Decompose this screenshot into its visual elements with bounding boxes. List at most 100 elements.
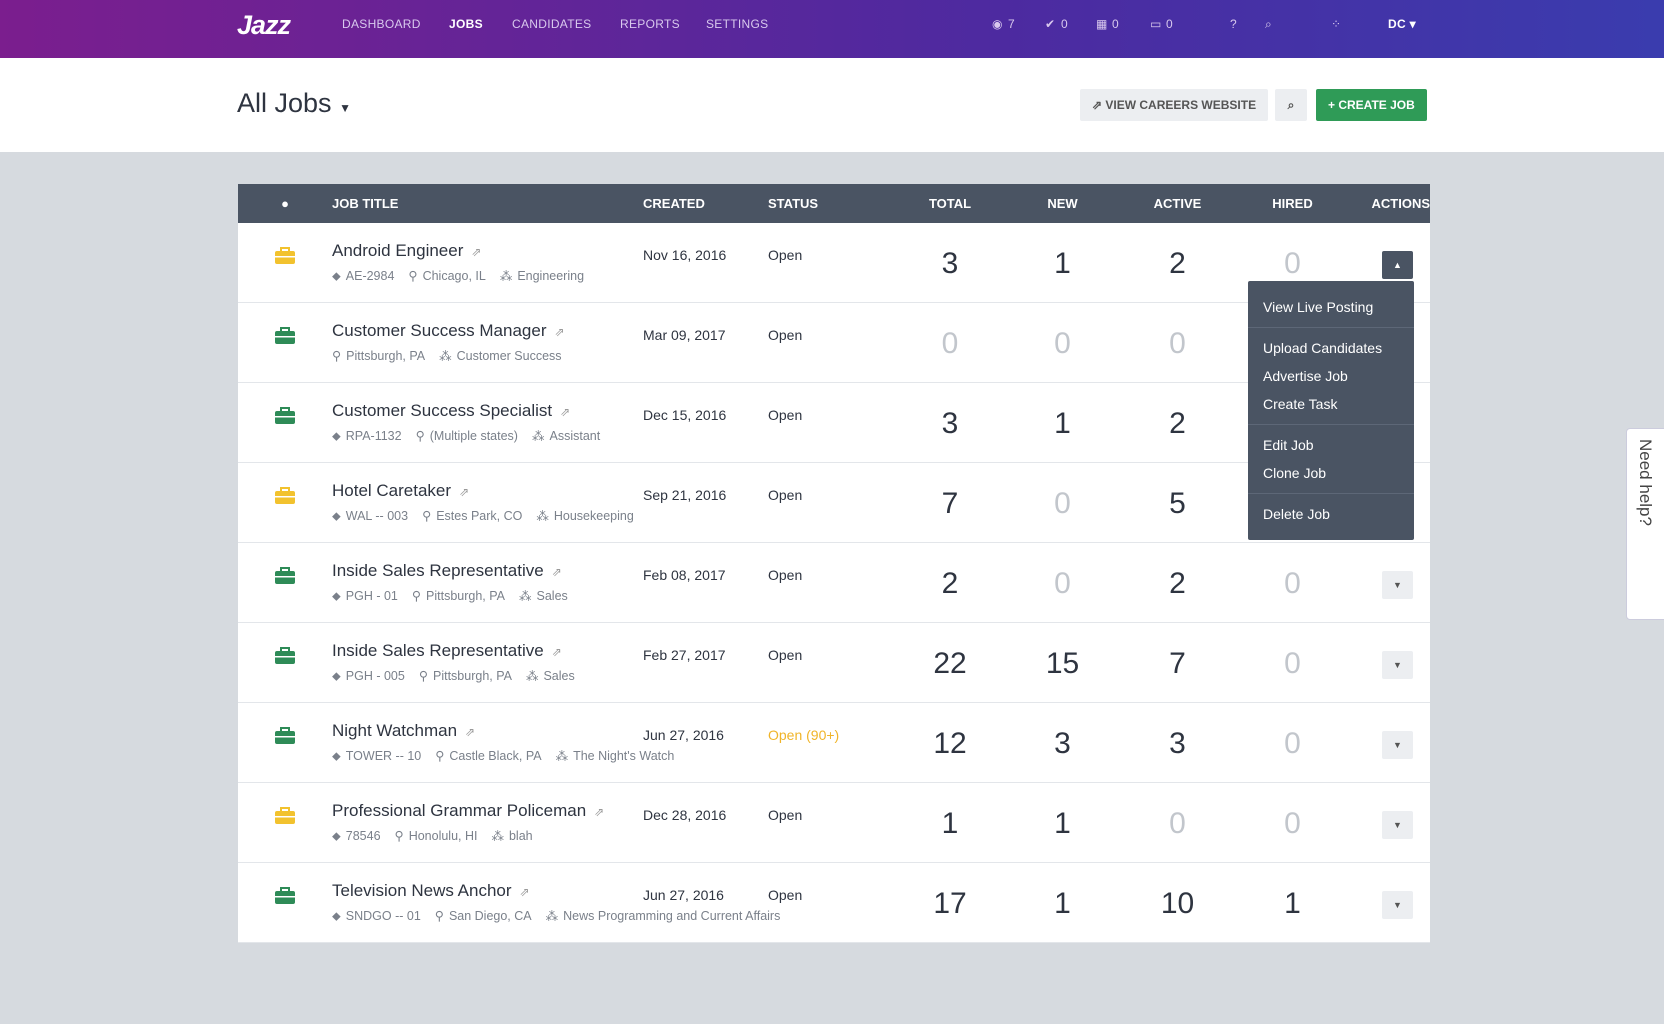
menu-item[interactable]: Clone Job — [1263, 465, 1327, 481]
nav-icon[interactable]: ? — [1230, 17, 1237, 31]
menu-item[interactable]: Delete Job — [1263, 506, 1330, 522]
hired-value[interactable]: 0 — [1284, 247, 1301, 280]
external-link[interactable]: ⇗ — [465, 725, 476, 739]
total-value[interactable]: 2 — [941, 567, 959, 600]
nav-icon[interactable]: ⁘ — [1331, 17, 1342, 31]
count-active: 7 — [1120, 641, 1235, 681]
total-value[interactable]: 0 — [941, 327, 959, 360]
total-value[interactable]: 3 — [941, 407, 959, 440]
column-header[interactable]: ACTIVE — [1153, 196, 1202, 211]
hired-value[interactable]: 0 — [1284, 807, 1301, 840]
help-tab[interactable]: Need help? — [1626, 428, 1664, 620]
job-title[interactable]: Inside Sales Representative ⇗ — [332, 561, 643, 581]
meta-text: 78546 — [345, 829, 381, 843]
active-value[interactable]: 10 — [1160, 887, 1195, 920]
job-title[interactable]: Night Watchman ⇗ — [332, 721, 643, 741]
total-value[interactable]: 17 — [933, 887, 967, 920]
external-link[interactable]: ⇗ — [554, 325, 565, 339]
count-new: 0 — [1005, 481, 1120, 521]
active-value[interactable]: 3 — [1169, 727, 1186, 760]
total-value[interactable]: 3 — [941, 247, 959, 280]
actions-button[interactable]: ▲ — [1382, 251, 1413, 279]
menu-item[interactable]: View Live Posting — [1263, 299, 1374, 315]
total-value[interactable]: 7 — [941, 487, 959, 520]
external-link[interactable]: ⇗ — [594, 805, 605, 819]
status: Open (90+) — [768, 727, 840, 743]
column-header[interactable]: CREATED — [643, 196, 705, 211]
meta-icon: ⚲ — [422, 509, 432, 523]
menu-item[interactable]: Upload Candidates — [1263, 340, 1383, 356]
external-link[interactable]: ⇗ — [459, 485, 470, 499]
user-menu[interactable]: DC ▾ — [1388, 17, 1416, 31]
actions-button[interactable]: ▼ — [1382, 891, 1413, 919]
active-value[interactable]: 5 — [1169, 487, 1186, 520]
job-cell: Professional Grammar Policeman ⇗ ⬥ 78546 ⚲ Ho… — [332, 801, 643, 846]
new-value[interactable]: 3 — [1054, 727, 1071, 760]
nav-item[interactable]: REPORTS — [620, 17, 680, 31]
nav-item[interactable]: DASHBOARD — [342, 17, 421, 31]
total-value[interactable]: 22 — [933, 647, 967, 680]
column-header[interactable]: ACTIONS — [1371, 196, 1431, 211]
new-value[interactable]: 15 — [1045, 647, 1080, 680]
actions-button[interactable]: ▼ — [1382, 571, 1413, 599]
active-value[interactable]: 0 — [1169, 807, 1186, 840]
active-value[interactable]: 7 — [1169, 647, 1186, 680]
new-value[interactable]: 1 — [1054, 807, 1071, 840]
job-title[interactable]: Customer Success Specialist ⇗ — [332, 401, 643, 421]
column-header[interactable]: JOB TITLE — [332, 196, 399, 211]
hired-value[interactable]: 0 — [1284, 647, 1301, 680]
count-hired: 0 — [1235, 801, 1350, 841]
external-link[interactable]: ⇗ — [551, 565, 562, 579]
menu-group: Upload Candidates Advertise Job Create Tas… — [1248, 328, 1414, 425]
active-value[interactable]: 2 — [1169, 567, 1186, 600]
actions-button[interactable]: ▼ — [1382, 731, 1413, 759]
nav-item[interactable]: JOBS — [449, 17, 483, 31]
nav-icon[interactable]: ⌕ — [1265, 17, 1272, 31]
nav-item[interactable]: SETTINGS — [706, 17, 769, 31]
job-title[interactable]: Television News Anchor ⇗ — [332, 881, 643, 901]
counter-icon[interactable]: ✔ — [1045, 17, 1056, 31]
menu-item[interactable]: Edit Job — [1263, 437, 1314, 453]
hired-value[interactable]: 0 — [1284, 567, 1301, 600]
created-date: Nov 16, 2016 — [643, 247, 727, 263]
column-header[interactable]: HIRED — [1272, 196, 1313, 211]
menu-item[interactable]: Create Task — [1263, 396, 1338, 412]
new-value[interactable]: 0 — [1054, 327, 1071, 360]
search-button[interactable]: ⌕ — [1275, 89, 1307, 121]
external-link[interactable]: ⇗ — [471, 245, 482, 259]
counter-icon[interactable]: ▭ — [1150, 17, 1162, 31]
new-value[interactable]: 1 — [1054, 407, 1071, 440]
actions-button[interactable]: ▼ — [1382, 811, 1413, 839]
counter-icon[interactable]: ◉ — [992, 17, 1003, 31]
logo[interactable]: Jazz — [237, 10, 291, 40]
menu-item[interactable]: Advertise Job — [1263, 368, 1348, 384]
actions-button[interactable]: ▼ — [1382, 651, 1413, 679]
nav-item[interactable]: CANDIDATES — [512, 17, 592, 31]
column-header[interactable]: STATUS — [768, 196, 819, 211]
new-value[interactable]: 1 — [1054, 247, 1071, 280]
external-link[interactable]: ⇗ — [560, 405, 571, 419]
create-job-button[interactable]: + CREATE JOB — [1316, 89, 1427, 121]
total-value[interactable]: 12 — [933, 727, 967, 760]
total-value[interactable]: 1 — [941, 807, 959, 840]
new-value[interactable]: 1 — [1054, 887, 1071, 920]
external-link[interactable]: ⇗ — [551, 645, 562, 659]
active-value[interactable]: 2 — [1169, 407, 1186, 440]
careers-button[interactable]: ⇗ VIEW CAREERS WEBSITE — [1080, 89, 1269, 121]
new-value[interactable]: 0 — [1054, 567, 1071, 600]
job-title[interactable]: Hotel Caretaker ⇗ — [332, 481, 643, 501]
active-value[interactable]: 0 — [1169, 327, 1186, 360]
page-title[interactable]: All Jobs ▼ — [237, 88, 351, 118]
job-title[interactable]: Android Engineer ⇗ — [332, 241, 643, 261]
hired-value[interactable]: 1 — [1284, 887, 1301, 920]
column-header[interactable]: NEW — [1047, 196, 1078, 211]
external-link[interactable]: ⇗ — [519, 885, 530, 899]
hired-value[interactable]: 0 — [1284, 727, 1301, 760]
job-title[interactable]: Customer Success Manager ⇗ — [332, 321, 643, 341]
counter-icon[interactable]: ▦ — [1096, 17, 1108, 31]
new-value[interactable]: 0 — [1054, 487, 1071, 520]
column-header[interactable]: TOTAL — [928, 196, 972, 211]
active-value[interactable]: 2 — [1169, 247, 1186, 280]
job-title[interactable]: Inside Sales Representative ⇗ — [332, 641, 643, 661]
job-title[interactable]: Professional Grammar Policeman ⇗ — [332, 801, 643, 821]
